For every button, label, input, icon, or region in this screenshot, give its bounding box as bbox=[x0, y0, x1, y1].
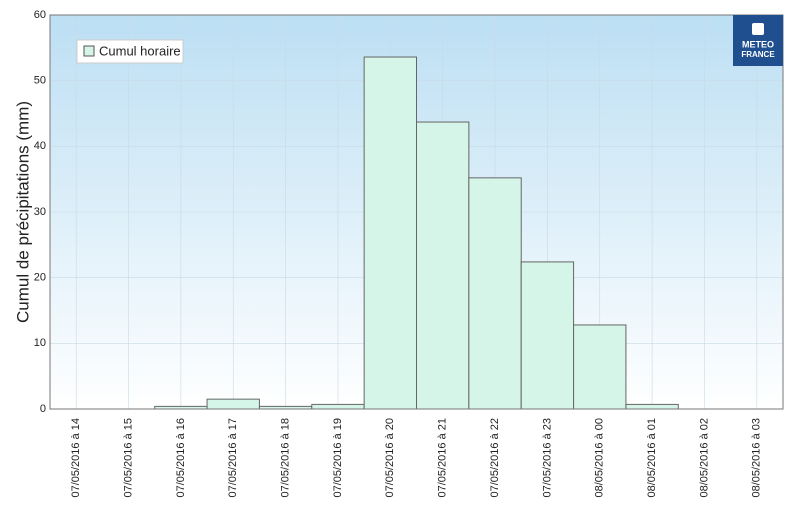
bar bbox=[625, 403, 679, 410]
x-tick-label: 08/05/2016 à 02 bbox=[698, 418, 710, 498]
logo-icon bbox=[752, 23, 764, 35]
y-tick-label: 60 bbox=[34, 9, 46, 21]
y-tick-label: 0 bbox=[40, 403, 46, 415]
y-tick-label: 10 bbox=[34, 337, 46, 349]
y-axis-label: Cumul de précipitations (mm) bbox=[13, 101, 32, 323]
x-tick-label: 07/05/2016 à 15 bbox=[122, 418, 134, 498]
legend-label: Cumul horaire bbox=[99, 43, 181, 58]
bar bbox=[468, 177, 522, 410]
x-tick-label: 07/05/2016 à 19 bbox=[332, 418, 344, 498]
bar bbox=[573, 324, 627, 410]
x-tick-label: 07/05/2016 à 22 bbox=[489, 418, 501, 498]
x-tick-label: 08/05/2016 à 00 bbox=[594, 418, 606, 498]
x-tick-label: 07/05/2016 à 23 bbox=[541, 418, 553, 498]
plot: 0 10 20 30 40 50 60 07/05/2016 à 14 07/05/2016 à… bbox=[34, 9, 783, 498]
x-tick-label: 07/05/2016 à 17 bbox=[227, 418, 239, 498]
y-tick-label: 40 bbox=[34, 140, 46, 152]
bar bbox=[206, 398, 260, 410]
bar bbox=[311, 403, 365, 410]
bar bbox=[416, 121, 470, 410]
x-tick-label: 07/05/2016 à 18 bbox=[280, 418, 292, 498]
x-tick-label: 07/05/2016 à 14 bbox=[70, 418, 82, 498]
x-tick-label: 07/05/2016 à 21 bbox=[437, 418, 449, 498]
x-tick-label: 08/05/2016 à 03 bbox=[751, 418, 763, 498]
logo-text: METEO bbox=[742, 39, 774, 49]
y-tick-label: 20 bbox=[34, 272, 46, 284]
bar bbox=[363, 56, 417, 410]
bar bbox=[520, 261, 575, 410]
x-tick-label: 07/05/2016 à 20 bbox=[384, 418, 396, 498]
plot-frame bbox=[49, 14, 784, 410]
legend-box bbox=[76, 39, 184, 64]
logo: METEO FRANCE bbox=[733, 15, 783, 66]
y-tick-label: 50 bbox=[34, 75, 46, 87]
x-tick-label: 07/05/2016 à 16 bbox=[175, 418, 187, 498]
logo-text: FRANCE bbox=[741, 50, 775, 59]
legend: Cumul horaire bbox=[76, 39, 184, 64]
y-tick-label: 30 bbox=[34, 206, 46, 218]
legend-swatch bbox=[83, 45, 95, 57]
x-tick-label: 08/05/2016 à 01 bbox=[646, 418, 658, 498]
